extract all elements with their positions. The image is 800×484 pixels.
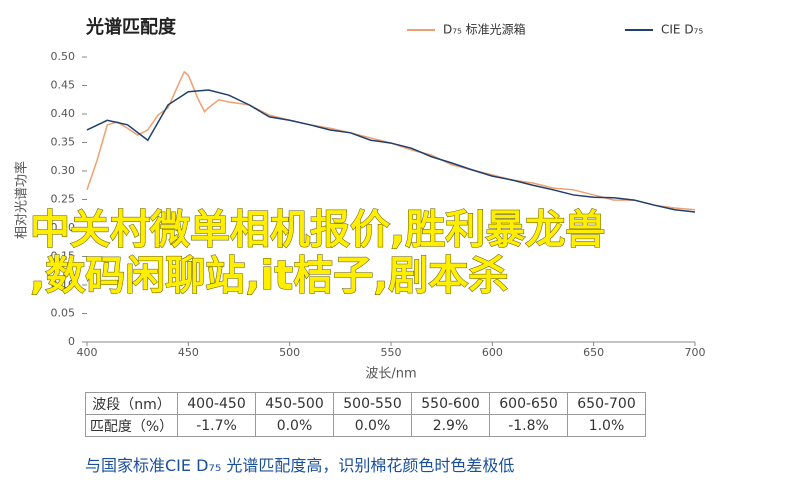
x-tick-label: 650 [583, 346, 604, 359]
data-table: 波段（nm） 400-450 450-500 500-550 550-600 600-65… [85, 392, 646, 437]
table-cell: 0.0% [255, 414, 334, 437]
y-tick-label: 0.35 [51, 136, 76, 149]
legend-label: D₇₅ 标准光源箱 [443, 22, 526, 37]
y-tick-label: 0 [68, 335, 75, 348]
table-cell: -1.7% [177, 414, 256, 437]
overlay-text: ,数码闲聊站,it桔子,剧本杀 [30, 253, 508, 299]
table-cell: 400-450 [177, 392, 256, 415]
chart: 光谱匹配度 波长/nm 相对光谱功率 0 0.05 0.10 0.15 0.20 0.25… [14, 16, 706, 382]
table-cell: 600-650 [489, 392, 568, 415]
legend-label: CIE D₇₅ [661, 23, 703, 37]
y-tick-label: 0.45 [51, 79, 76, 92]
y-axis-label: 相对光谱功率 [14, 161, 30, 239]
x-tick-label: 450 [178, 346, 199, 359]
table-cell: 650-700 [567, 392, 646, 415]
y-tick-label: 0.05 [51, 307, 76, 320]
chart-title: 光谱匹配度 [85, 16, 177, 38]
series-line [86, 70, 696, 211]
y-tick-label: 0.20 [51, 221, 76, 234]
table-row: 波段（nm） 400-450 450-500 500-550 550-600 600-65… [85, 392, 646, 415]
table-cell: 450-500 [255, 392, 334, 415]
table-cell: 500-550 [333, 392, 412, 415]
table-cell: 0.0% [333, 414, 412, 437]
y-tick-label: 0.50 [51, 50, 76, 63]
table-cell: 550-600 [411, 392, 490, 415]
x-tick-label: 400 [77, 346, 98, 359]
series-line [86, 89, 696, 213]
y-tick-label: 0.40 [51, 107, 76, 120]
y-tick-label: 0.10 [51, 278, 76, 291]
table-cell: 匹配度（%） [85, 414, 178, 437]
table-cell: 1.0% [567, 414, 646, 437]
caption: 与国家标准CIE D₇₅ 光谱匹配度高，识别棉花颜色时色差极低 [85, 456, 515, 475]
table-cell: -1.8% [489, 414, 568, 437]
x-tick-label: 500 [279, 346, 300, 359]
table-cell: 2.9% [411, 414, 490, 437]
x-tick-label: 600 [482, 346, 503, 359]
x-tick-label: 550 [381, 346, 402, 359]
x-tick-label: 700 [685, 346, 706, 359]
y-tick-label: 0.25 [51, 193, 76, 206]
overlay-text: 中关村微单相机报价,胜利暴龙兽 [30, 207, 605, 253]
x-axis-label: 波长/nm [365, 367, 416, 382]
y-tick-label: 0.30 [51, 164, 76, 177]
y-tick-label: 0.15 [51, 250, 76, 263]
table-row: 匹配度（%） -1.7% 0.0% 0.0% 2.9% -1.8% 1.0% [85, 414, 646, 437]
table-cell: 波段（nm） [85, 392, 178, 415]
